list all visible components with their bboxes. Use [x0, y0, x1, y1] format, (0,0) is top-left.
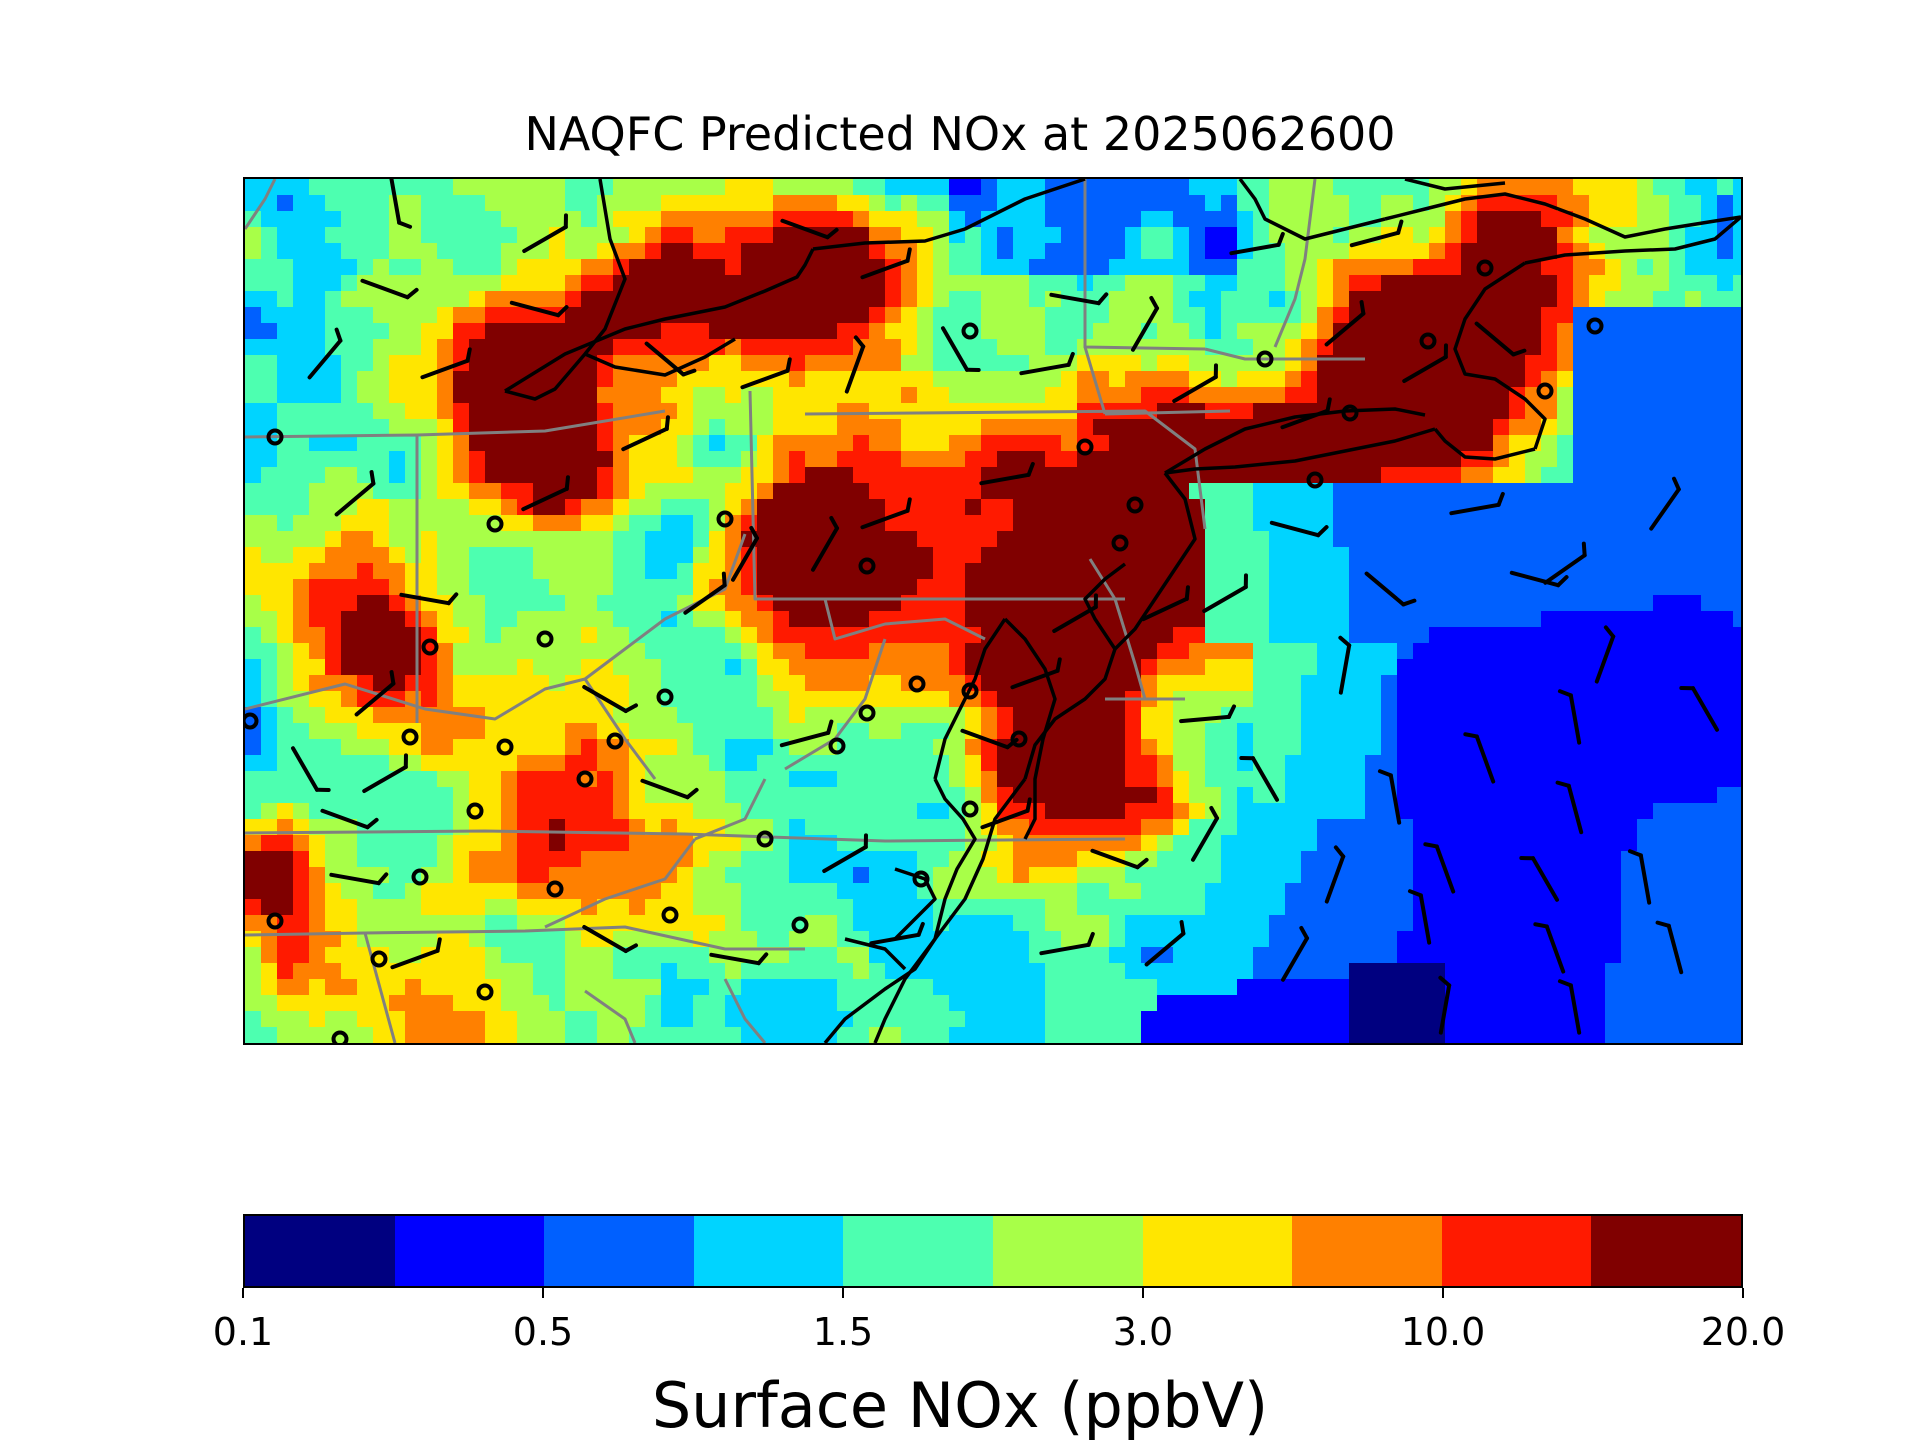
- colorbar-tick: [242, 1288, 244, 1298]
- map-panel: [243, 177, 1743, 1045]
- colorbar-label: Surface NOx (ppbV): [0, 1370, 1920, 1442]
- colorbar-tick-label: 20.0: [1701, 1310, 1786, 1354]
- colorbar-segment: [694, 1216, 844, 1286]
- colorbar-tick-label: 10.0: [1401, 1310, 1486, 1354]
- colorbar-segment: [1143, 1216, 1293, 1286]
- colorbar-tick: [1742, 1288, 1744, 1298]
- colorbar-segment: [1591, 1216, 1741, 1286]
- colorbar-tick-label: 0.5: [513, 1310, 573, 1354]
- colorbar-tick-label: 1.5: [813, 1310, 873, 1354]
- colorbar-tick: [1142, 1288, 1144, 1298]
- nox-map: [245, 179, 1741, 1043]
- chart-title: NAQFC Predicted NOx at 2025062600: [0, 106, 1920, 162]
- colorbar-segment: [993, 1216, 1143, 1286]
- colorbar: [243, 1214, 1743, 1288]
- colorbar-segment: [843, 1216, 993, 1286]
- colorbar-segment: [1442, 1216, 1592, 1286]
- colorbar-tick: [842, 1288, 844, 1298]
- colorbar-segment: [395, 1216, 545, 1286]
- colorbar-tick-label: 3.0: [1113, 1310, 1173, 1354]
- colorbar-tick-label: 0.1: [213, 1310, 273, 1354]
- colorbar-tick: [542, 1288, 544, 1298]
- colorbar-segment: [544, 1216, 694, 1286]
- colorbar-segment: [1292, 1216, 1442, 1286]
- nox-concentration-field: [245, 179, 1741, 1043]
- colorbar-segment: [245, 1216, 395, 1286]
- colorbar-tick: [1442, 1288, 1444, 1298]
